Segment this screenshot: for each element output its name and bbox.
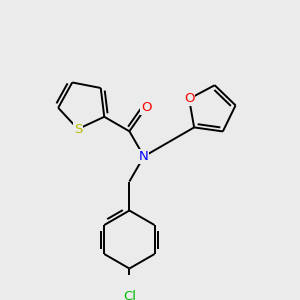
Text: O: O xyxy=(184,92,194,105)
Text: Cl: Cl xyxy=(123,290,136,300)
Text: S: S xyxy=(74,122,82,136)
Text: O: O xyxy=(141,101,151,114)
Text: N: N xyxy=(139,150,149,163)
